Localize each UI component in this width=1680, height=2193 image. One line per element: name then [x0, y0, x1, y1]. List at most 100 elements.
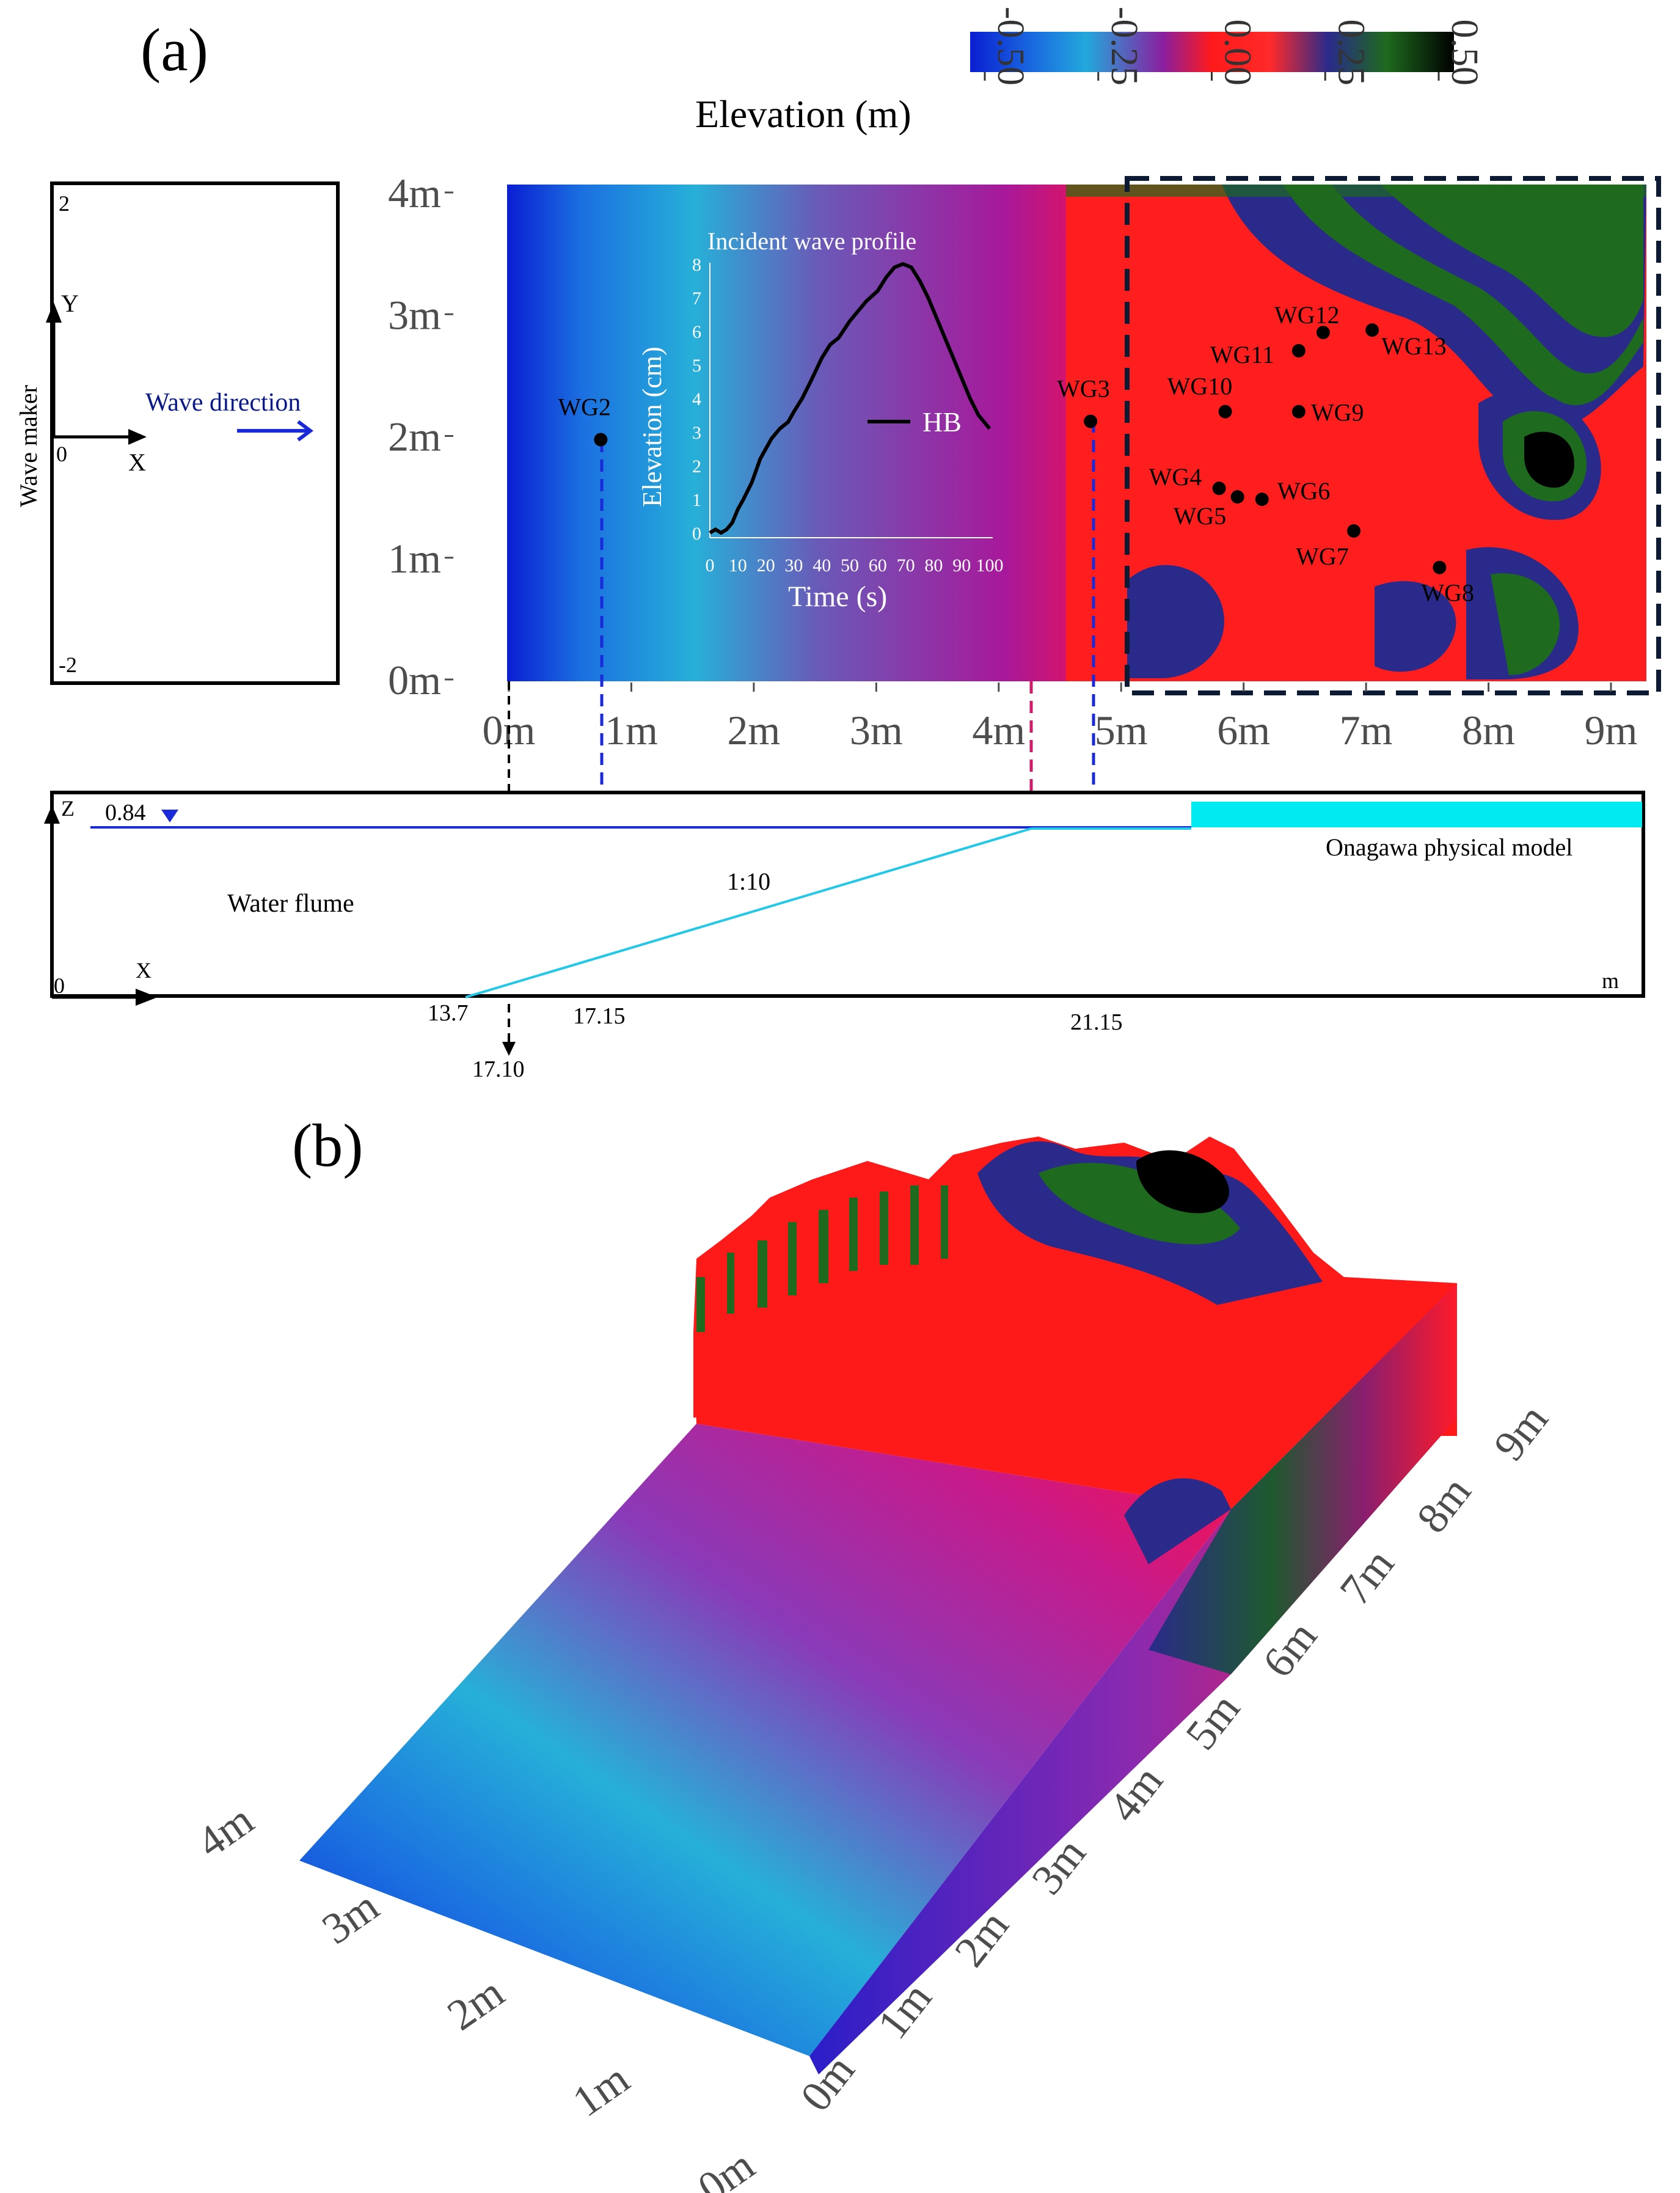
inset-y-tick-label: 3: [692, 423, 701, 443]
plan-x-tick-label: 5m: [1095, 707, 1148, 753]
gauge-point: [1230, 490, 1244, 504]
flume-origin: 0: [54, 973, 65, 998]
y-axis-arrow-icon: [46, 302, 62, 323]
flume-z-label: Z: [61, 796, 75, 821]
gauge-label: WG12: [1274, 301, 1340, 329]
terrain-y-tick-label: 4m: [188, 1795, 262, 1867]
gauge-label: WG11: [1210, 341, 1274, 368]
inset-title: Incident wave profile: [707, 227, 916, 255]
schematic-x-label: X: [128, 448, 146, 476]
schematic-y-label: Y: [61, 290, 79, 317]
flume-z-arrow-icon: [44, 805, 60, 824]
plan-x-tick-label: 2m: [727, 707, 780, 753]
gauge-point: [1365, 323, 1379, 337]
flume-section: Z X 0 m 0.84 1:10 Water flume Onagawa ph…: [44, 791, 1645, 1082]
terrain-y-tick-label: 1m: [564, 2054, 638, 2126]
mark-17-10: 17.10: [472, 1056, 525, 1082]
gauge-label: WG2: [558, 393, 611, 420]
gauge-point: [1316, 326, 1330, 340]
colorbar-tick-label: 0.50: [1444, 20, 1485, 86]
gauge-label: WG7: [1296, 543, 1349, 570]
inset-x-ticks: 0 10 20 30 40 50 60 70 80 90 100: [706, 555, 1004, 576]
inset-x-tick-label: 20: [757, 555, 775, 576]
terrain-x-tick-label: 7m: [1330, 1540, 1403, 1614]
plan-y-tick-label: 1m: [388, 535, 441, 582]
plan-x-tick-label: 4m: [972, 707, 1025, 753]
plan-y-tick-label: 3m: [388, 291, 441, 338]
water-flume-label: Water flume: [227, 890, 354, 918]
slope-line: [465, 827, 1032, 998]
plan-view-y-ticks: 0m 1m 2m 3m 4m: [388, 170, 453, 703]
water-level-label: 0.84: [105, 800, 146, 826]
plan-y-tick-label: 2m: [388, 414, 441, 460]
colorbar: [970, 32, 1454, 72]
terrain-y-tick-label: 2m: [439, 1968, 513, 2040]
gauge-label: WG9: [1311, 399, 1364, 427]
back-wall-spikes: [696, 1185, 948, 1338]
inset-y-tick-label: 6: [692, 322, 701, 342]
inset-ylabel: Elevation (cm): [637, 346, 667, 507]
inset-chart: Incident wave profile 0 10 20 30 40 50 60 70 80 9…: [637, 227, 1004, 613]
gauge-point: [1347, 524, 1361, 538]
gauge-point: [594, 433, 608, 447]
schematic-origin: 0: [56, 442, 67, 466]
inset-x-tick-label: 10: [729, 555, 747, 576]
legend-hb-label: HB: [922, 406, 962, 438]
plan-x-tick-label: 8m: [1462, 707, 1515, 753]
plan-y-tick-label: 0m: [388, 657, 441, 703]
plan-x-tick-label: 7m: [1340, 707, 1393, 753]
water-level-icon: [161, 810, 178, 822]
terrain-x-tick-label: 8m: [1407, 1467, 1480, 1542]
colorbar-tick-label: 0.25: [1330, 20, 1371, 86]
mark-13-7: 13.7: [428, 1000, 469, 1026]
colorbar-ticks: -0.50 -0.25 0.00 0.25 0.50: [984, 7, 1485, 86]
wave-direction-label: Wave direction: [145, 389, 301, 417]
plan-x-tick-label: 1m: [605, 707, 658, 753]
x-axis-arrow-icon: [128, 429, 147, 445]
gauge-point: [1291, 405, 1306, 419]
terrain-x-tick-label: 9m: [1485, 1395, 1558, 1470]
model-region-box: [1125, 176, 1661, 695]
gauge-point: [1212, 481, 1226, 496]
inset-y-tick-label: 2: [692, 456, 701, 477]
gauge-point: [1433, 560, 1447, 574]
inset-x-tick-label: 100: [976, 555, 1004, 576]
gauge-label: WG10: [1167, 373, 1233, 400]
wave-maker-label: Wave maker: [15, 385, 42, 507]
gauge-label: WG6: [1277, 477, 1331, 505]
onagawa-label: Onagawa physical model: [1326, 833, 1572, 861]
panel-b-label: (b): [292, 1111, 363, 1179]
inset-x-tick-label: 90: [952, 555, 971, 576]
wave-maker-schematic: 2 -2 0 Y X Wave direction Wave maker: [15, 181, 340, 685]
gauge-point: [1255, 492, 1269, 507]
colorbar-tick-label: 0.00: [1217, 20, 1258, 86]
inset-y-tick-label: 1: [692, 490, 701, 510]
plan-x-tick-label: 3m: [850, 707, 903, 753]
panel-a-label: (a): [141, 16, 208, 84]
terrain-y-tick-label: 3m: [313, 1881, 387, 1953]
terrain-x-tick-label: 0m: [791, 2046, 864, 2120]
inset-xlabel: Time (s): [788, 580, 887, 613]
gauge-point: [1084, 414, 1098, 428]
inset-x-tick-label: 80: [924, 555, 943, 576]
hb-series-line: [709, 262, 992, 535]
plan-x-tick-label: 6m: [1217, 707, 1270, 753]
mark-17-15: 17.15: [573, 1003, 626, 1029]
gauge-label: WG3: [1057, 375, 1110, 403]
inset-x-tick-label: 30: [784, 555, 803, 576]
inset-x-tick-label: 60: [869, 555, 887, 576]
colorbar-tick-label: -0.25: [1103, 7, 1145, 86]
terrain-y-tick-label: 0m: [689, 2140, 763, 2193]
inset-x-tick-label: 50: [841, 555, 859, 576]
slope-label: 1:10: [727, 868, 770, 895]
inset-x-tick-label: 40: [813, 555, 831, 576]
gauge-label: WG8: [1421, 579, 1474, 607]
inset-y-tick-label: 7: [692, 288, 701, 309]
flume-unit: m: [1602, 968, 1619, 993]
inset-y-tick-label: 8: [692, 255, 701, 275]
terrain-3d-view: [299, 1137, 1457, 2074]
inset-y-tick-label: 0: [692, 524, 701, 544]
mark-21-15: 21.15: [1070, 1009, 1123, 1035]
flume-x-label: X: [136, 958, 152, 983]
flume-x-arrow-icon: [136, 989, 158, 1006]
